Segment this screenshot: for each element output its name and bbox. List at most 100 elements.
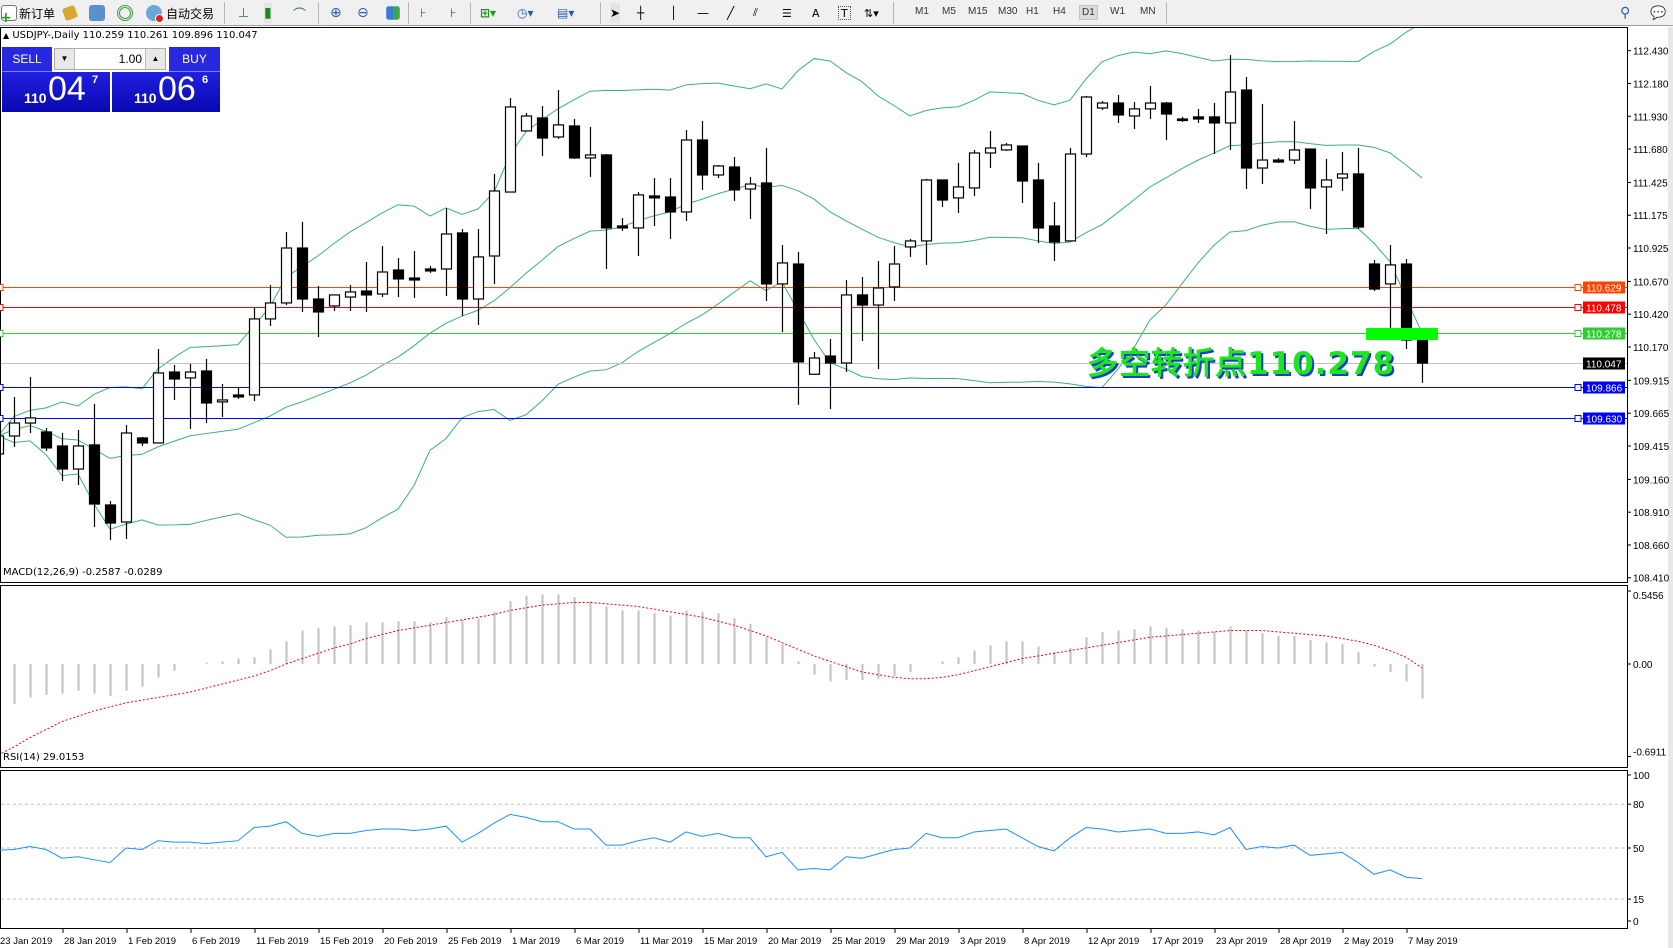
arrows-icon[interactable]: ⇅▾ [864, 6, 879, 20]
level-price-label: 109.630 [1586, 415, 1623, 426]
horizontal-line-icon[interactable]: — [697, 6, 709, 20]
candlestick-chart-icon[interactable]: ▮ [264, 3, 272, 23]
candle-body [904, 240, 917, 248]
fibonacci-icon[interactable]: ☰ [782, 6, 792, 20]
candle-body [792, 263, 805, 363]
date-axis-label: 11 Mar 2019 [640, 936, 693, 947]
lot-input[interactable]: 1.00 [118, 52, 142, 66]
zoom-out-icon[interactable]: ⊖ [357, 5, 369, 21]
price-axis-label: 110.170 [1633, 343, 1669, 354]
market-watch-icon[interactable] [61, 3, 79, 23]
level-handle-right [1574, 415, 1582, 422]
timeframe-m15[interactable]: M15 [968, 6, 988, 17]
buy-price-big-figure: 110 [134, 90, 157, 106]
main-pane-border [0, 27, 1628, 583]
equidistant-channel-icon[interactable]: ⫽ [753, 6, 758, 19]
chart-shift-icon[interactable]: ⊦ [450, 6, 457, 20]
level-price-label-bg [1583, 327, 1625, 340]
price-axis-label: 109.160 [1633, 475, 1670, 486]
buy-button[interactable]: BUY [169, 47, 220, 72]
candle-body [56, 445, 69, 470]
community-chat-icon[interactable]: 💬 [1650, 5, 1667, 21]
chart-window[interactable]: 112.430 112.180 111.930 111.680 111.425 111.1… [0, 27, 1673, 948]
sell-price-pips: 04 [48, 70, 86, 108]
candle-body [1400, 263, 1413, 341]
candle-body [1256, 159, 1269, 169]
autoscroll-icon[interactable]: ⊦ [420, 6, 427, 20]
macd-pane-border [0, 585, 1628, 768]
timeframe-m1[interactable]: M1 [915, 6, 929, 17]
auto-trading-button[interactable]: 自动交易 [146, 3, 214, 23]
tile-windows-icon[interactable] [385, 3, 401, 23]
date-axis-label: 25 Feb 2019 [448, 936, 501, 947]
lot-decrease-button[interactable]: ▼ [55, 49, 75, 69]
timeframe-d1[interactable]: D1 [1079, 5, 1098, 20]
candle-bearish [200, 358, 213, 424]
timeframe-m5[interactable]: M5 [942, 6, 956, 17]
candle-bearish [664, 177, 677, 239]
candle-bearish [1176, 116, 1189, 123]
candle-bearish [360, 262, 373, 312]
collapse-triangle-icon[interactable]: ▲ [3, 31, 10, 40]
trendline-icon[interactable]: ╱ [727, 6, 735, 20]
chart-header: ▲ USDJPY-,Daily 110.259 110.261 109.896 … [3, 30, 258, 41]
candle-body [824, 355, 837, 364]
candle-body [1080, 96, 1093, 155]
line-chart-icon[interactable]: ⌒ [293, 7, 307, 23]
timeframe-w1[interactable]: W1 [1110, 6, 1125, 17]
candle-body [872, 287, 885, 306]
sell-price[interactable]: 110 04 7 [2, 70, 110, 112]
candle-bearish [1304, 148, 1317, 209]
timeframe-h4[interactable]: H4 [1053, 6, 1066, 17]
candle-body [840, 294, 853, 364]
date-axis-label: 28 Apr 2019 [1280, 936, 1331, 947]
timeframe-h1[interactable]: H1 [1026, 6, 1039, 17]
candle-body [584, 154, 597, 159]
timeframe-mn[interactable]: MN [1140, 6, 1156, 17]
new-order-button[interactable]: + 新订单 [0, 3, 55, 25]
text-label-icon[interactable]: T [838, 6, 851, 20]
candle-bearish [824, 338, 837, 409]
candle-bullish [808, 351, 821, 375]
sell-button[interactable]: SELL [2, 47, 52, 72]
templates-icon[interactable]: ▤▾ [557, 6, 575, 20]
candle-body [1320, 179, 1333, 188]
candle-bullish [1000, 142, 1013, 151]
rsi-axis-label: 80 [1633, 800, 1645, 811]
candle-bullish [904, 238, 917, 257]
candle-bearish [296, 221, 309, 312]
candle-bearish [728, 157, 741, 201]
lot-increase-button[interactable]: ▲ [145, 49, 165, 69]
search-icon[interactable]: ⚲ [1620, 5, 1631, 21]
candle-bearish [168, 364, 181, 400]
cursor-icon[interactable]: ➤ [610, 3, 621, 23]
navigator-icon[interactable] [89, 3, 105, 23]
candle-bearish [536, 106, 549, 156]
timeframe-m30[interactable]: M30 [998, 6, 1018, 17]
candle-body [808, 357, 821, 375]
rsi-axis-label: 100 [1633, 771, 1650, 782]
terminal-icon[interactable] [117, 3, 133, 23]
text-icon[interactable]: A [812, 6, 820, 20]
indicators-icon[interactable]: ⊞▾ [480, 6, 497, 20]
candle-bullish [840, 279, 853, 373]
candle-body [1384, 264, 1397, 285]
zoom-in-icon[interactable]: ⊕ [330, 5, 342, 21]
crosshair-icon[interactable]: ┼ [637, 6, 645, 20]
candle-body [1016, 145, 1029, 182]
candle-body [1208, 116, 1221, 124]
candle-body [472, 256, 485, 300]
bar-chart-icon[interactable]: ⊥ [238, 5, 250, 21]
candle-bearish [104, 501, 117, 540]
vertical-line-icon[interactable]: │ [670, 6, 678, 20]
pivot-annotation[interactable]: 多空转折点110.278 [1087, 346, 1396, 382]
main-plot [1, 28, 1627, 540]
candle-body [168, 371, 181, 380]
periods-clock-icon[interactable]: ◷▾ [517, 6, 534, 20]
candle-body [1304, 148, 1317, 189]
lot-size-stepper[interactable]: ▼ 1.00 ▲ [54, 48, 166, 70]
candle-body [1064, 153, 1077, 242]
bollinger-lower [1, 221, 1423, 538]
bollinger-middle [1, 141, 1423, 459]
buy-price[interactable]: 110 06 6 [112, 70, 220, 112]
